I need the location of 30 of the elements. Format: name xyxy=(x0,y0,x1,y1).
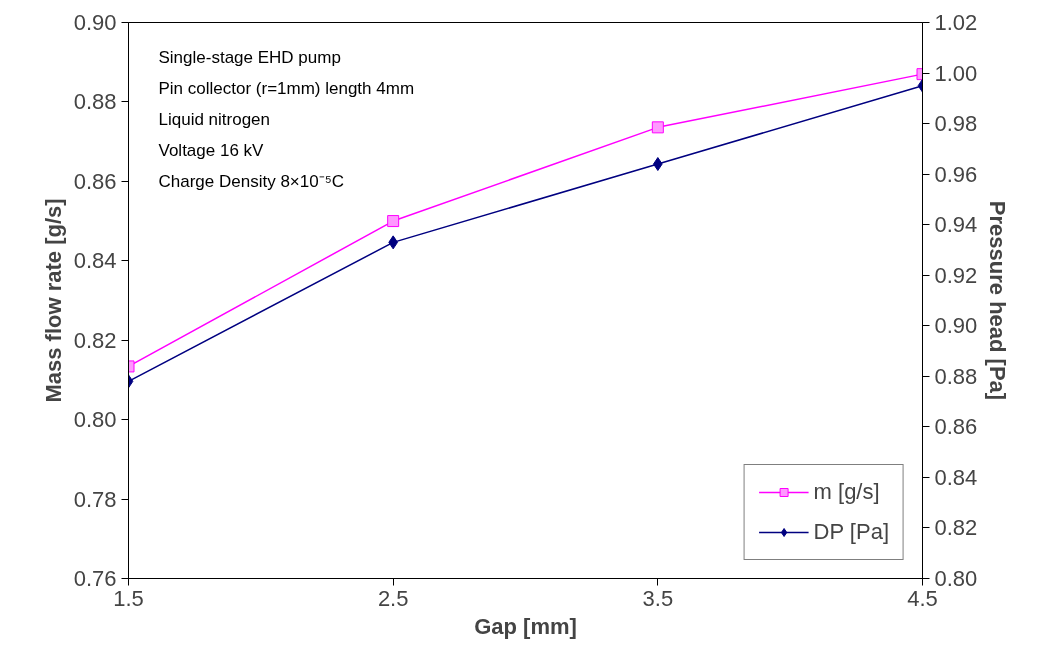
y2-tick-label: 1.02 xyxy=(934,10,978,35)
y-axis-title: Mass flow rate [g/s] xyxy=(40,198,66,403)
annotation: Pin collector (r=1mm) length 4mm xyxy=(158,78,415,98)
y2-tick-label: 0.98 xyxy=(934,111,978,137)
y2-tick-label: 0.94 xyxy=(934,212,978,238)
y-tick-label: 0.90 xyxy=(73,10,117,35)
y2-tick-label: 0.86 xyxy=(934,414,978,440)
y2-tick-label: 0.90 xyxy=(934,313,978,339)
x-axis-title: Gap [mm] xyxy=(474,613,577,639)
y-tick-label: 0.82 xyxy=(73,327,117,353)
y-tick-label: 0.84 xyxy=(73,248,117,274)
y2-tick-label: 0.92 xyxy=(934,262,978,288)
y-tick-label: 0.86 xyxy=(73,168,117,194)
annotation: Charge Density 8×10⁻⁵C xyxy=(158,171,345,191)
y2-tick-label: 0.96 xyxy=(934,161,978,187)
y2-tick-label: 0.84 xyxy=(934,464,978,490)
y-tick-label: 0.78 xyxy=(73,486,117,512)
annotation: Liquid nitrogen xyxy=(158,109,271,129)
y2-tick-label: 0.88 xyxy=(934,363,978,389)
y-tick-label: 0.80 xyxy=(73,407,117,433)
legend-label: DP [Pa] xyxy=(813,519,889,545)
legend-label: m [g/s] xyxy=(813,479,880,505)
y-tick-label: 0.88 xyxy=(73,89,117,115)
y2-axis-title: Pressure head [Pa] xyxy=(985,200,1011,401)
x-tick-label: 3.5 xyxy=(642,585,674,611)
y2-tick-label: 1.00 xyxy=(934,60,978,86)
y2-tick-label: 0.82 xyxy=(934,515,978,541)
annotation: Voltage 16 kV xyxy=(158,140,265,160)
x-tick-label: 2.5 xyxy=(377,585,409,611)
annotation: Single-stage EHD pump xyxy=(158,47,341,67)
